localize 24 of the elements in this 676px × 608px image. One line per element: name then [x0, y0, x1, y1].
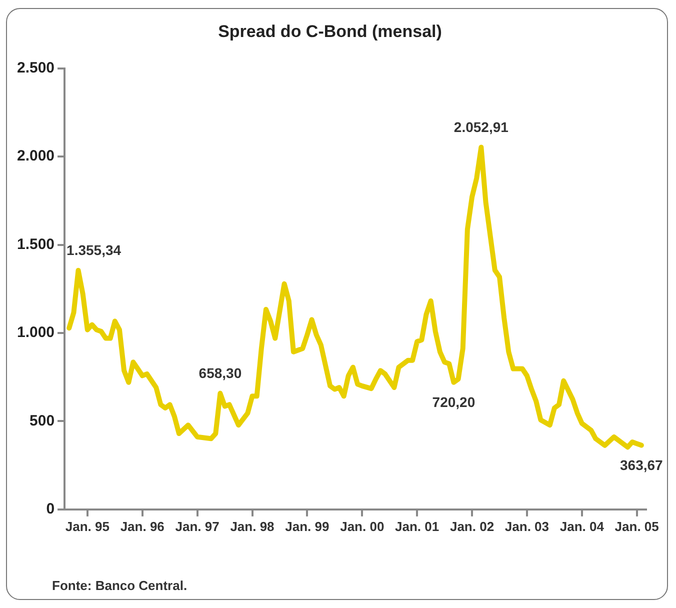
x-tick-label: Jan. 97 [175, 518, 220, 534]
x-tick-label: Jan. 96 [120, 518, 164, 534]
data-label: 658,30 [198, 365, 242, 382]
x-tick-label: Jan. 01 [395, 518, 440, 534]
y-tick-label: 500 [30, 412, 55, 430]
x-tick-label: Jan. 98 [230, 518, 274, 534]
source-note: Fonte: Banco Central. [52, 578, 188, 593]
y-tick-label: 1.500 [16, 236, 55, 253]
x-tick-label: Jan. 99 [285, 518, 330, 534]
x-tick-label: Jan. 04 [560, 518, 605, 534]
x-tick-label: Jan. 03 [504, 518, 550, 534]
x-tick-label: Jan. 00 [340, 518, 384, 534]
y-tick-label: 2.500 [16, 60, 55, 77]
chart-title: Spread do C-Bond (mensal) [218, 22, 442, 41]
x-tick-label: Jan. 02 [450, 518, 494, 534]
data-label: 363,67 [620, 457, 664, 474]
x-tick-label: Jan. 95 [65, 518, 110, 534]
data-label: 2.052,91 [454, 119, 509, 136]
y-tick-label: 0 [46, 500, 55, 518]
y-tick-label: 2.000 [16, 148, 55, 165]
x-tick-label: Jan. 05 [614, 518, 659, 534]
data-label: 720,20 [432, 394, 476, 410]
y-tick-label: 1.000 [16, 324, 55, 342]
data-label: 1.355,34 [66, 242, 122, 258]
